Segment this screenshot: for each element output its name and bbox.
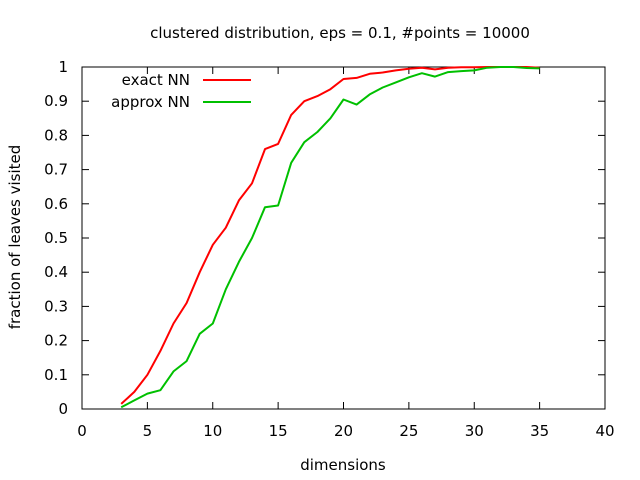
legend: exact NN approx NN [111,71,251,111]
x-tick-label: 35 [530,422,549,440]
y-tick-label: 0.8 [44,126,68,144]
x-axis-label: dimensions [300,456,386,474]
series-lines [120,66,540,409]
x-tick-label: 10 [203,422,222,440]
x-tick-label: 5 [143,422,153,440]
y-tick-label: 0.6 [44,195,68,213]
series-line [120,66,540,409]
legend-label: exact NN [122,71,190,89]
legend-label: approx NN [111,93,190,111]
x-tick-label: 25 [399,422,418,440]
y-tick-label: 0.2 [44,332,68,350]
y-tick-label: 0.4 [44,263,68,281]
y-tick-label: 0 [58,400,68,418]
y-tick-label: 0.5 [44,229,68,247]
y-tick-label: 0.9 [44,92,68,110]
x-tick-label: 30 [465,422,484,440]
chart-title: clustered distribution, eps = 0.1, #poin… [150,24,530,42]
y-tick-label: 0.3 [44,297,68,315]
x-tick-label: 0 [77,422,87,440]
x-tick-label: 15 [269,422,288,440]
y-axis-label: fraction of leaves visited [6,145,24,330]
x-tick-label: 40 [595,422,614,440]
y-tick-label: 1 [58,58,68,76]
axis-ticks: 0 5 10 15 20 25 30 35 40 0 0.1 0.2 0.3 0.4 0.5 0.6 0.7 0.… [44,58,614,440]
y-tick-label: 0.7 [44,161,68,179]
x-tick-label: 20 [334,422,353,440]
y-tick-label: 0.1 [44,366,68,384]
plot-frame [81,66,606,410]
series-line [120,66,540,405]
